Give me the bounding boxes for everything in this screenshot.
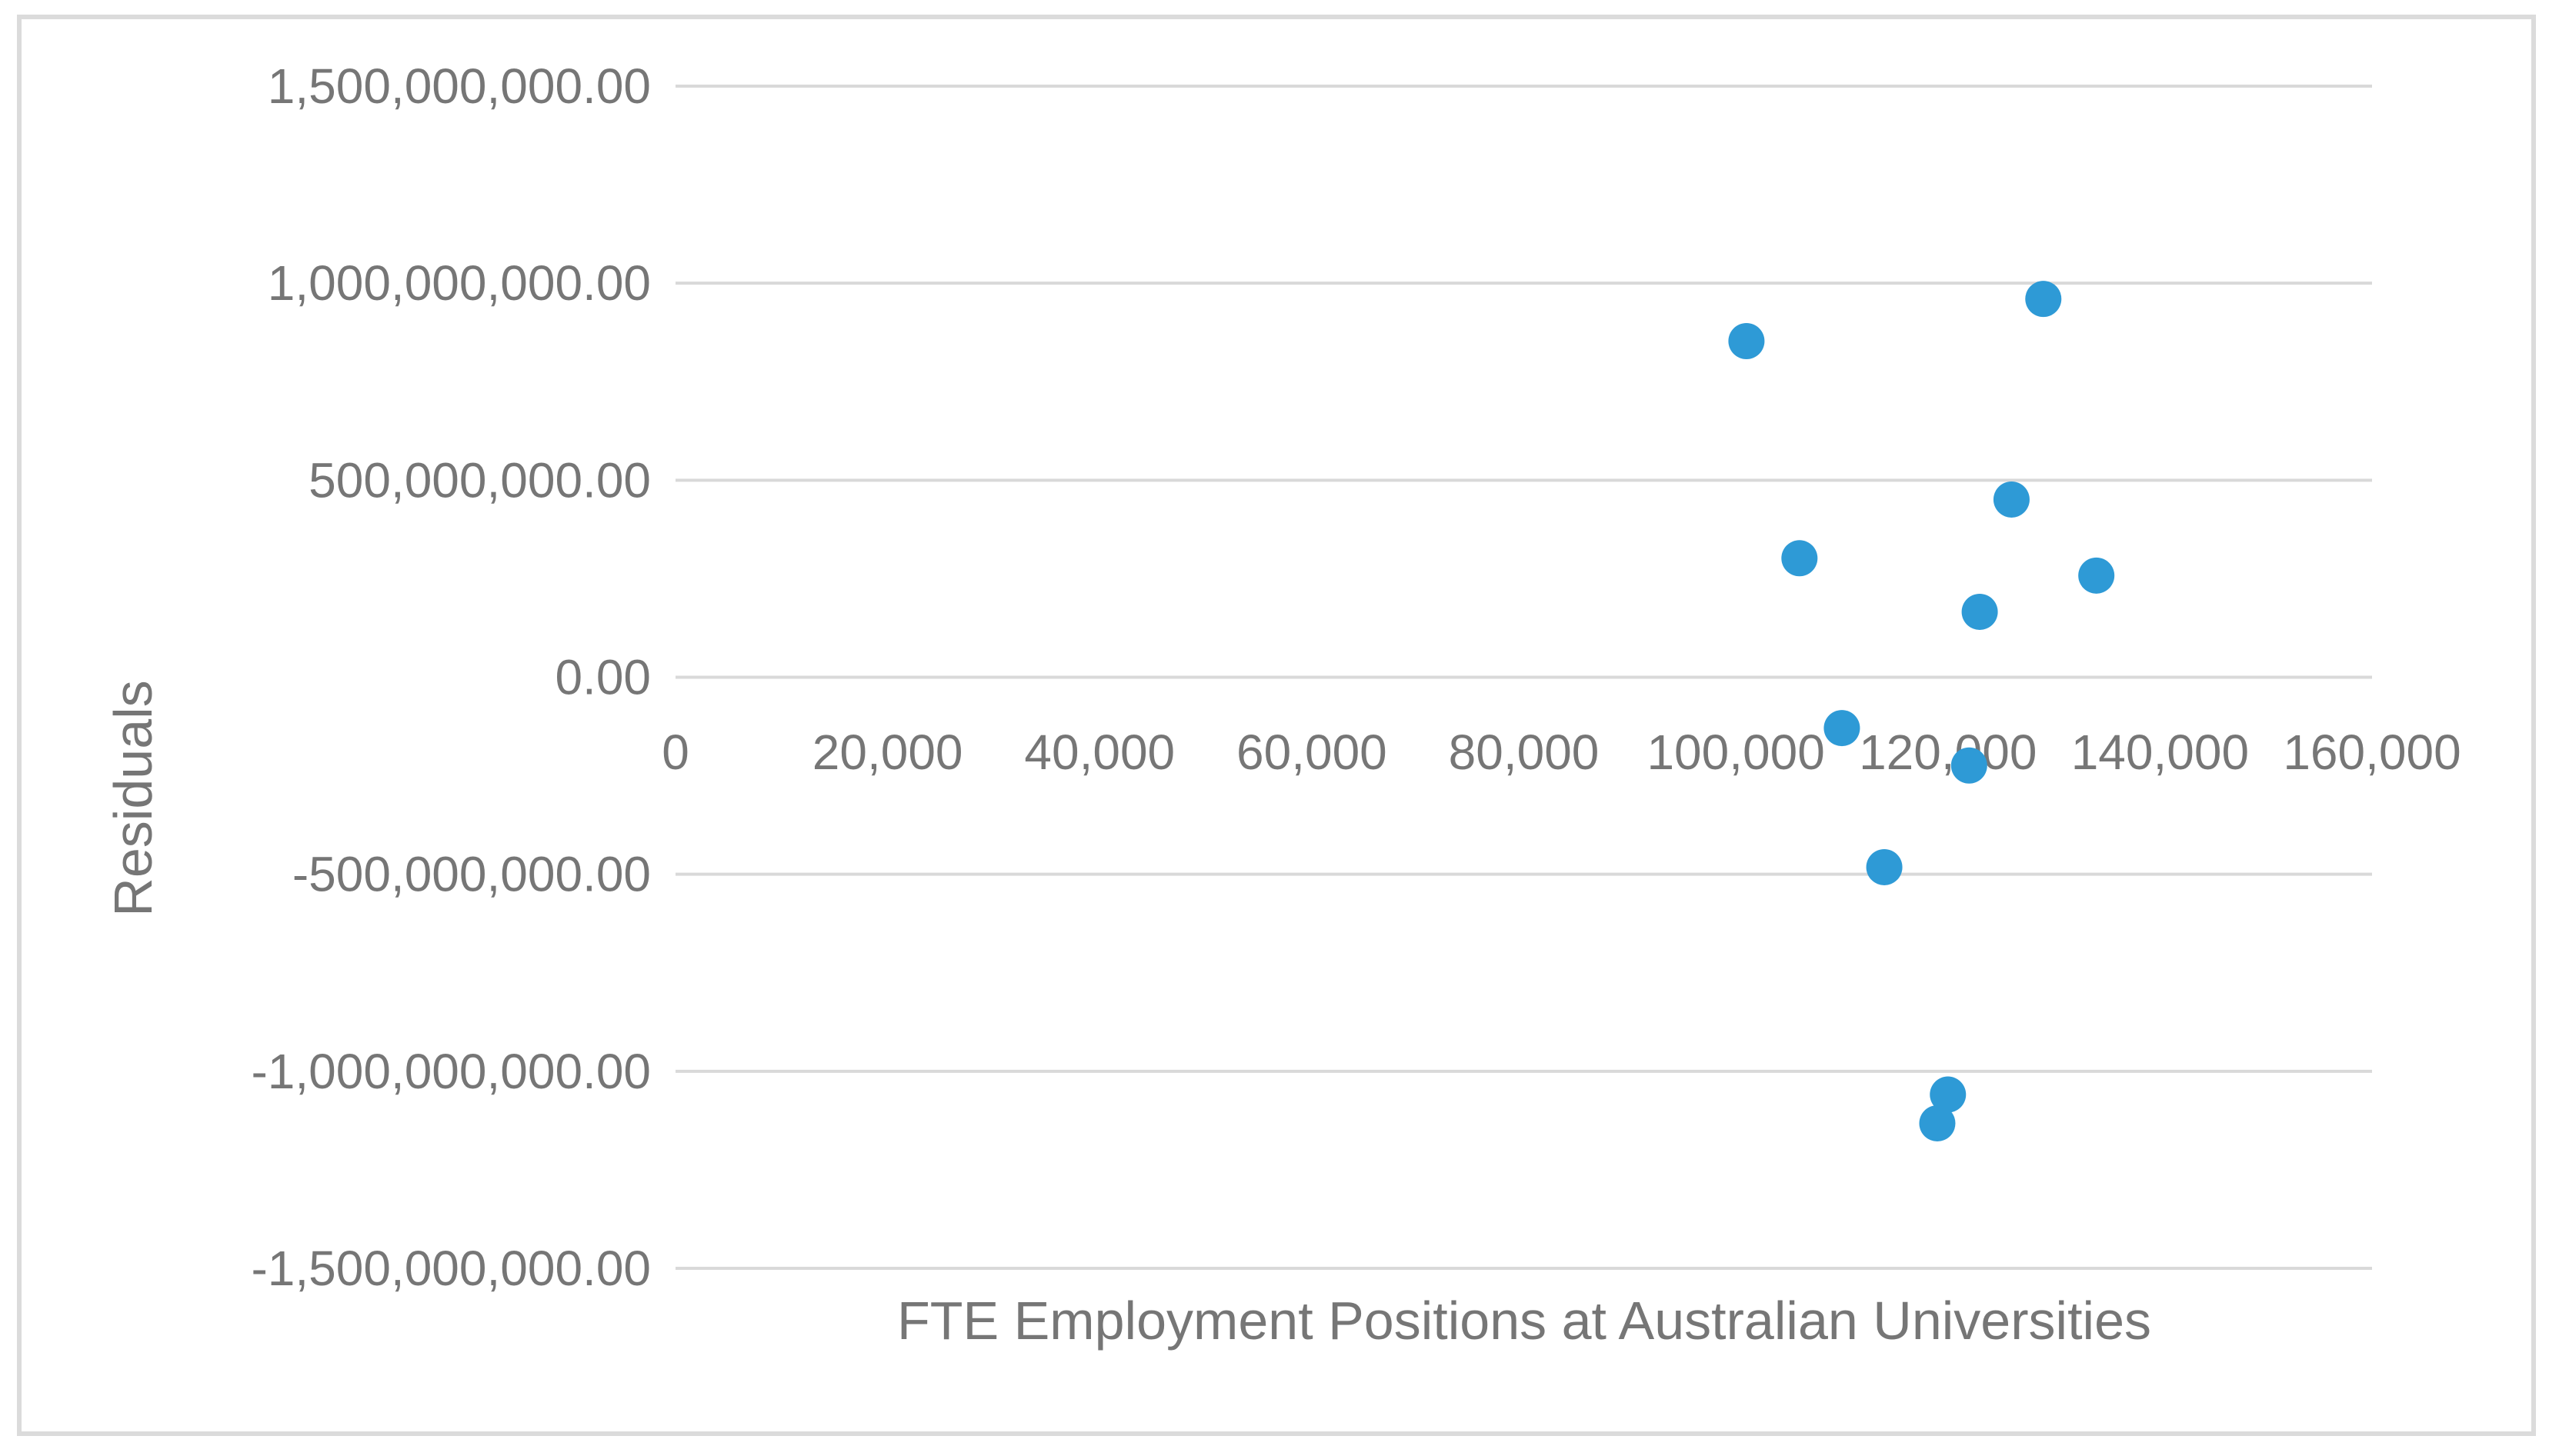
x-tick-label: 40,000 — [1024, 725, 1175, 780]
y-tick-label: 500,000,000.00 — [309, 452, 651, 508]
x-tick-label: 100,000 — [1647, 725, 1824, 780]
chart-outer-border — [17, 15, 2536, 1436]
data-point — [1866, 848, 1903, 885]
y-tick-label: -500,000,000.00 — [292, 847, 651, 902]
data-point — [1919, 1104, 1956, 1141]
x-tick-label: 80,000 — [1449, 725, 1600, 780]
x-tick-label: 20,000 — [812, 725, 963, 780]
y-tick-label: 1,500,000,000.00 — [268, 58, 651, 114]
y-tick-label: -1,500,000,000.00 — [251, 1241, 651, 1296]
data-point — [2025, 281, 2062, 318]
data-point — [2078, 557, 2115, 594]
data-point — [1993, 481, 2030, 518]
y-tick-label: -1,000,000,000.00 — [251, 1044, 651, 1099]
x-tick-label: 140,000 — [2071, 725, 2249, 780]
data-point — [1728, 322, 1765, 359]
x-tick-label: 60,000 — [1236, 725, 1387, 780]
data-point — [1781, 540, 1818, 577]
x-axis-title: FTE Employment Positions at Australian U… — [896, 1291, 2152, 1351]
data-point — [1930, 1076, 1967, 1113]
x-tick-label: 0 — [662, 725, 689, 780]
data-point — [1950, 747, 1987, 784]
data-point — [1961, 593, 1998, 630]
y-tick-label: 0.00 — [555, 650, 651, 705]
x-tick-label: 160,000 — [2283, 725, 2461, 780]
y-tick-label: 1,000,000,000.00 — [268, 255, 651, 311]
x-tick-label: 120,000 — [1859, 725, 2037, 780]
data-point — [1823, 710, 1860, 747]
y-axis-title: Residuals — [103, 680, 163, 917]
